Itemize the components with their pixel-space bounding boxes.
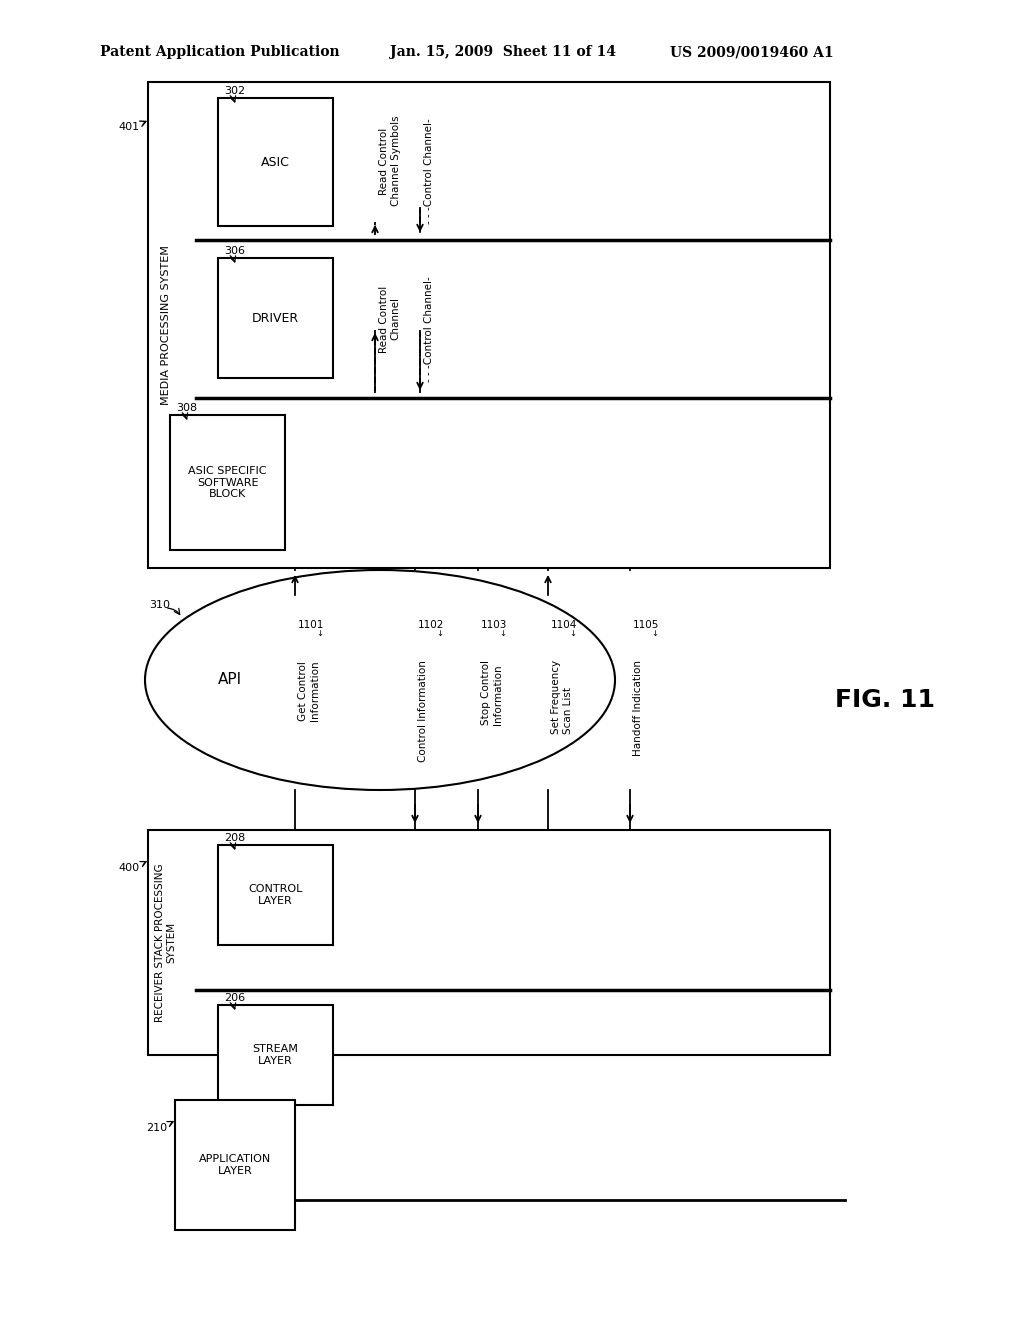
Bar [218, 98, 333, 226]
Text: 302: 302 [224, 86, 245, 96]
Text: STREAM
LAYER: STREAM LAYER [253, 1044, 298, 1065]
Text: 310: 310 [150, 601, 171, 610]
Text: Stop Control
Information: Stop Control Information [481, 660, 503, 725]
Text: ASIC: ASIC [261, 156, 290, 169]
Text: 306: 306 [224, 246, 245, 256]
Text: 1101: 1101 [298, 620, 325, 630]
Text: ↓: ↓ [436, 630, 443, 639]
Bar [148, 830, 830, 1055]
Text: MEDIA PROCESSING SYSTEM: MEDIA PROCESSING SYSTEM [161, 246, 171, 405]
Text: ↓: ↓ [569, 630, 575, 639]
Text: 308: 308 [176, 403, 198, 413]
Text: API: API [218, 672, 242, 688]
Text: RECEIVER STACK PROCESSING
SYSTEM: RECEIVER STACK PROCESSING SYSTEM [156, 863, 177, 1022]
Text: ASIC SPECIFIC
SOFTWARE
BLOCK: ASIC SPECIFIC SOFTWARE BLOCK [188, 466, 266, 499]
Text: - - -Control Channel-: - - -Control Channel- [424, 117, 434, 224]
Text: Jan. 15, 2009  Sheet 11 of 14: Jan. 15, 2009 Sheet 11 of 14 [390, 45, 616, 59]
Text: 1104: 1104 [551, 620, 578, 630]
Bar [175, 1100, 295, 1230]
Ellipse shape [145, 570, 615, 789]
Text: 1102: 1102 [418, 620, 444, 630]
Text: US 2009/0019460 A1: US 2009/0019460 A1 [670, 45, 834, 59]
Text: 206: 206 [224, 993, 245, 1003]
Text: APPLICATION
LAYER: APPLICATION LAYER [199, 1154, 271, 1176]
Bar [218, 845, 333, 945]
Text: ↓: ↓ [316, 630, 323, 639]
Text: DRIVER: DRIVER [252, 312, 299, 325]
Text: 208: 208 [224, 833, 246, 843]
Text: CONTROL
LAYER: CONTROL LAYER [248, 884, 303, 906]
Text: 1105: 1105 [633, 620, 659, 630]
Text: 400: 400 [119, 863, 140, 873]
Text: Set Frequency
Scan List: Set Frequency Scan List [551, 660, 572, 734]
Text: ↓: ↓ [651, 630, 658, 639]
Bar [170, 414, 285, 550]
Text: - - -Control Channel-: - - -Control Channel- [424, 276, 434, 381]
Text: 210: 210 [145, 1123, 167, 1133]
Text: Read Control
Channel: Read Control Channel [379, 285, 400, 352]
Text: Handoff Indication: Handoff Indication [633, 660, 643, 756]
Bar [148, 82, 830, 568]
Text: 1103: 1103 [481, 620, 507, 630]
Text: Read Control
Channel Symbols: Read Control Channel Symbols [379, 116, 400, 206]
Text: Control Information: Control Information [418, 660, 428, 762]
Text: Get Control
Information: Get Control Information [298, 660, 319, 721]
Text: 401: 401 [119, 121, 140, 132]
Bar [218, 257, 333, 378]
Text: Patent Application Publication: Patent Application Publication [100, 45, 340, 59]
Text: FIG. 11: FIG. 11 [835, 688, 935, 711]
Text: ↓: ↓ [499, 630, 506, 639]
Bar [218, 1005, 333, 1105]
